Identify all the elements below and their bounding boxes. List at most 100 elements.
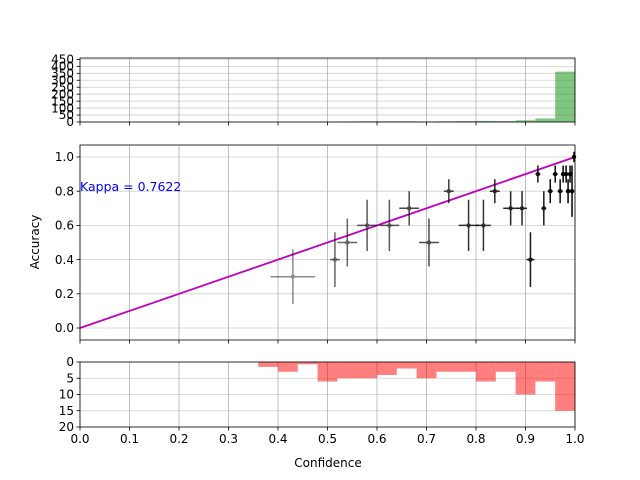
histogram-bar (555, 71, 575, 122)
y-tick-label: 1.0 (55, 150, 74, 164)
y-tick-label: 0.6 (55, 219, 74, 233)
calibration-point (379, 199, 400, 252)
y-tick-label: 0 (66, 115, 74, 129)
calibration-point (476, 199, 491, 252)
calibration-point (565, 179, 571, 204)
x-axis-label: Confidence (294, 456, 361, 470)
data-point (519, 206, 525, 211)
x-tick-label: 0.3 (219, 432, 238, 446)
x-tick-label: 0.7 (417, 432, 436, 446)
histogram-bar (278, 362, 298, 372)
data-point (466, 223, 471, 228)
histogram-bar (476, 362, 496, 382)
histogram-bar (515, 120, 536, 122)
y-tick-label: 0.8 (55, 184, 74, 198)
histogram-bar (317, 362, 338, 382)
calibration-point (337, 218, 358, 267)
data-point (426, 240, 432, 245)
y-tick-label: 100 (51, 101, 74, 115)
histogram-bar (258, 362, 278, 367)
reliability-panel: Kappa = 0.7622 0.0 0.2 0.4 0.6 0.8 1.0 (55, 144, 577, 344)
x-tick-label: 0.4 (268, 432, 287, 446)
x-tick-label: 0.5 (318, 432, 337, 446)
histogram-bar (495, 362, 516, 372)
histogram-bar (535, 362, 556, 382)
data-point (528, 257, 533, 262)
histogram-bar (456, 121, 476, 122)
calibration-point (489, 179, 500, 204)
histogram-bar (396, 362, 417, 369)
calibration-point (399, 191, 420, 226)
kappa-annotation: Kappa = 0.7622 (80, 179, 181, 194)
calibration-point (541, 191, 547, 226)
data-point (345, 240, 350, 245)
histogram-bar (377, 362, 397, 375)
calibration-point (329, 232, 340, 287)
histogram-bar (515, 362, 536, 395)
y-tick-label: 150 (51, 94, 74, 108)
calibration-point (419, 218, 439, 267)
y-tick-label: 300 (51, 73, 74, 87)
y-tick-label: 0 (66, 355, 74, 369)
calibration-point (357, 199, 377, 252)
y-tick-label: 350 (51, 67, 74, 81)
x-tick-label: 0.2 (169, 432, 188, 446)
histogram-bar (495, 121, 516, 122)
data-point (567, 171, 573, 177)
histogram-bar (297, 362, 318, 365)
histogram-bar (416, 362, 437, 379)
bottom-histogram-panel: 0 5 10 15 200.0 0.1 0.2 0.3 0.4 0.5 0.6 0.7 0.8 0.9 1.… (59, 355, 585, 446)
y-tick-label: 0.4 (55, 253, 74, 267)
data-point (557, 188, 563, 194)
data-point (535, 171, 541, 177)
data-point (553, 171, 558, 177)
histogram-bar (436, 362, 476, 372)
calibration-point (571, 151, 577, 163)
data-point (290, 274, 296, 279)
calibration-point (557, 179, 563, 204)
data-point (548, 188, 553, 194)
calibration-point (535, 165, 541, 183)
y-tick-label: 15 (59, 404, 74, 418)
y-tick-label: 10 (59, 388, 74, 402)
y-tick-label: 0.0 (55, 321, 74, 335)
y-tick-label: 200 (51, 87, 74, 101)
data-point (481, 223, 486, 228)
x-tick-label: 0.9 (516, 432, 535, 446)
histogram-bar (476, 120, 496, 122)
data-point (406, 206, 412, 211)
calibration-point (503, 191, 519, 226)
calibration-point (443, 179, 454, 204)
calibration-point (517, 191, 527, 226)
histogram-bar (535, 118, 556, 122)
y-tick-label: 250 (51, 80, 74, 94)
y-tick-label: 20 (59, 420, 74, 434)
data-point (569, 188, 575, 194)
x-tick-label: 0.0 (70, 432, 89, 446)
y-tick-label: 5 (66, 371, 74, 385)
histogram-bar (555, 362, 575, 411)
y-tick-label: 50 (59, 108, 74, 122)
y-axis-label: Accuracy (28, 215, 42, 270)
data-point (541, 206, 547, 211)
calibration-point (270, 249, 316, 305)
y-tick-label: 0.2 (55, 287, 74, 301)
data-point (446, 188, 451, 194)
calibration-point (547, 179, 553, 204)
data-point (492, 188, 498, 194)
y-tick-label: 450 (51, 53, 74, 67)
y-tick-label: 400 (51, 60, 74, 74)
data-point (332, 257, 338, 262)
x-tick-label: 0.1 (120, 432, 139, 446)
perfect-calibration-line (79, 156, 576, 329)
data-point (387, 223, 392, 228)
histogram-bar (337, 362, 377, 379)
calibration-point (567, 165, 573, 183)
x-tick-label: 0.8 (466, 432, 485, 446)
calibration-point (563, 165, 569, 183)
data-point (364, 223, 370, 228)
calibration-point (552, 165, 558, 183)
calibration-point (569, 165, 575, 217)
